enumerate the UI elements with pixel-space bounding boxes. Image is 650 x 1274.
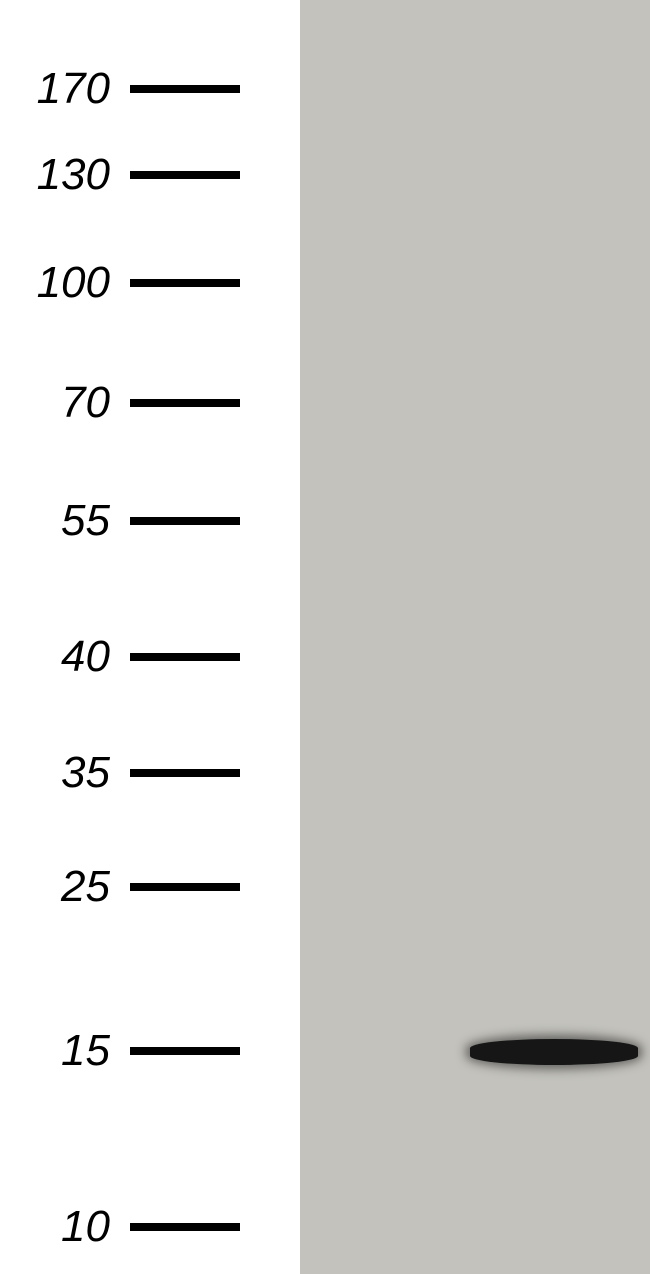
western-blot-figure: 170 130 100 70 55 40 35 25 15 10 — [0, 0, 650, 1274]
marker-line — [130, 85, 240, 93]
marker-row: 170 — [0, 64, 240, 114]
marker-row: 100 — [0, 258, 240, 308]
marker-line — [130, 1223, 240, 1231]
marker-line — [130, 883, 240, 891]
marker-row: 70 — [0, 378, 240, 428]
marker-label: 35 — [0, 748, 110, 798]
marker-row: 55 — [0, 496, 240, 546]
marker-row: 15 — [0, 1026, 240, 1076]
marker-line — [130, 1047, 240, 1055]
marker-label: 130 — [0, 150, 110, 200]
marker-row: 130 — [0, 150, 240, 200]
marker-label: 15 — [0, 1026, 110, 1076]
protein-band — [470, 1039, 638, 1065]
marker-line — [130, 399, 240, 407]
marker-label: 100 — [0, 258, 110, 308]
marker-label: 10 — [0, 1202, 110, 1252]
marker-label: 40 — [0, 632, 110, 682]
marker-line — [130, 171, 240, 179]
lane-background — [300, 0, 650, 1274]
marker-row: 25 — [0, 862, 240, 912]
marker-row: 40 — [0, 632, 240, 682]
marker-row: 35 — [0, 748, 240, 798]
marker-label: 170 — [0, 64, 110, 114]
marker-row: 10 — [0, 1202, 240, 1252]
marker-line — [130, 517, 240, 525]
marker-line — [130, 279, 240, 287]
marker-line — [130, 653, 240, 661]
marker-line — [130, 769, 240, 777]
marker-label: 55 — [0, 496, 110, 546]
marker-label: 25 — [0, 862, 110, 912]
marker-label: 70 — [0, 378, 110, 428]
